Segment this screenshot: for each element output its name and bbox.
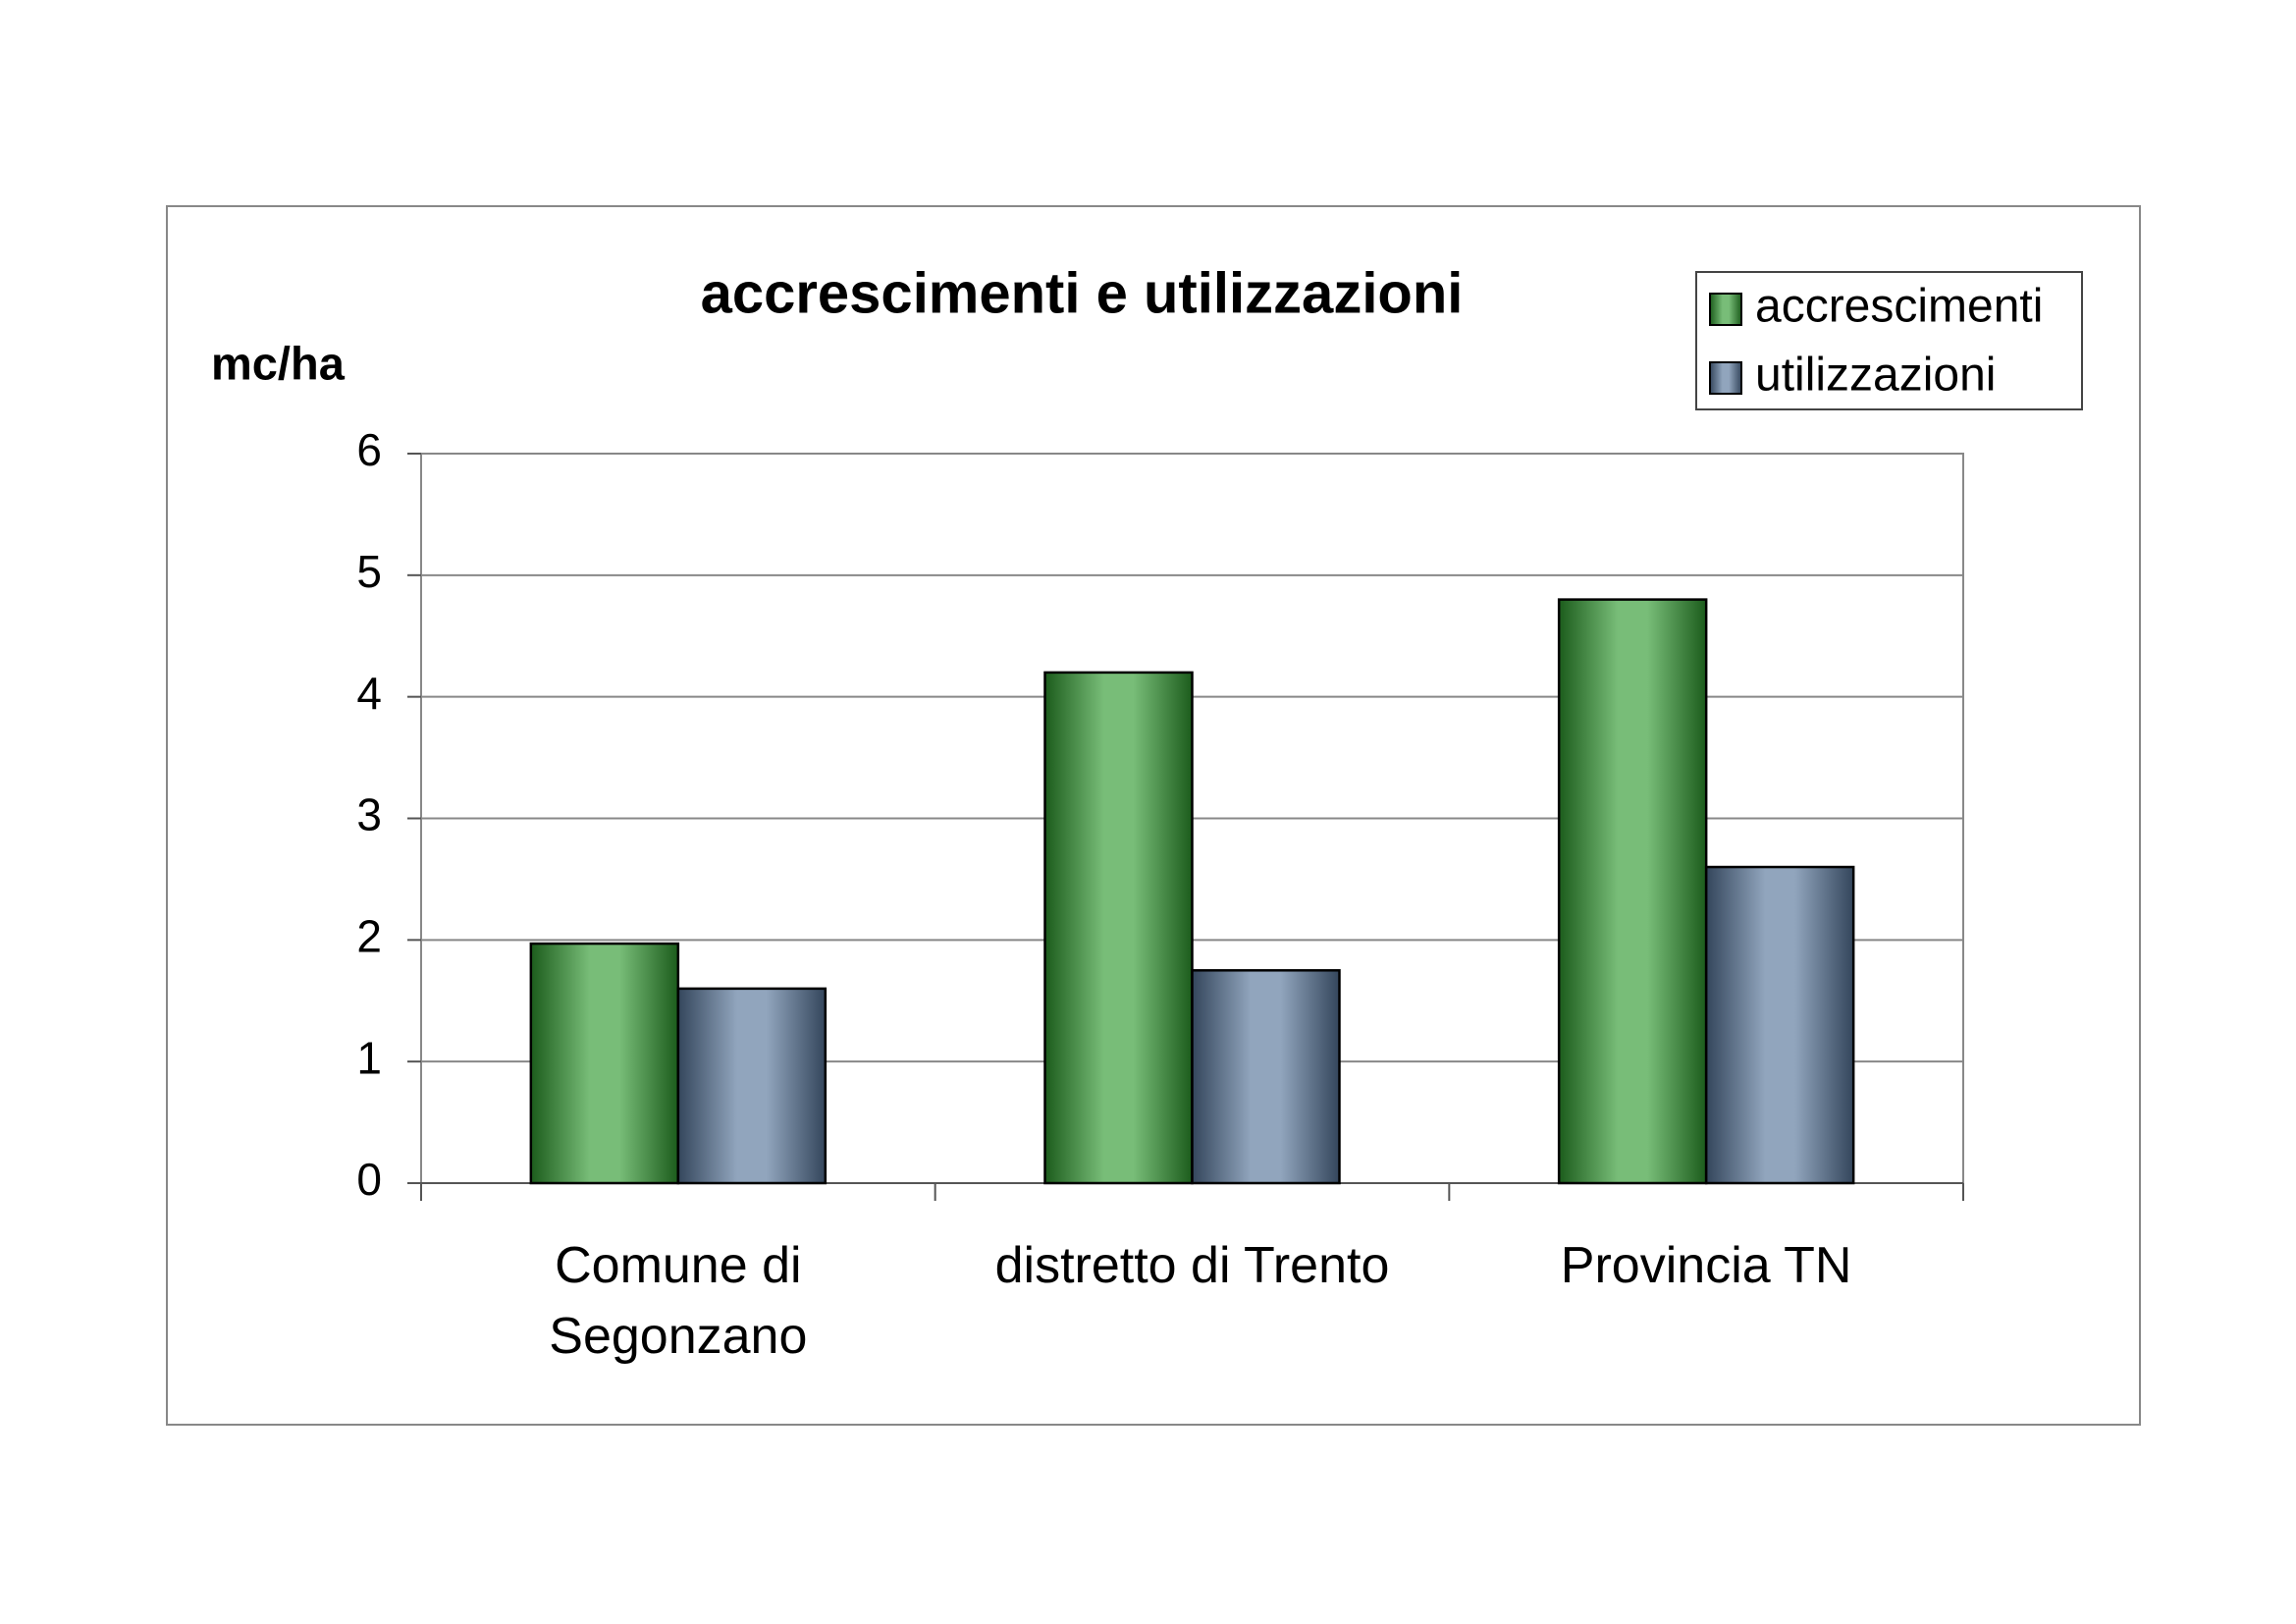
y-tick-label: 0: [356, 1154, 382, 1205]
bar: [1704, 865, 1855, 1185]
y-tick-label: 2: [356, 910, 382, 961]
bar: [1557, 598, 1708, 1185]
legend-swatch: [1709, 293, 1742, 326]
bar: [1191, 969, 1341, 1185]
y-tick-label: 3: [356, 789, 382, 840]
legend-swatch: [1709, 361, 1742, 395]
y-tick-label: 6: [356, 424, 382, 475]
x-tick-label: Comune di Segonzano: [549, 1237, 808, 1365]
x-tick-label: Provincia TN: [1560, 1237, 1852, 1294]
y-tick-label: 1: [356, 1032, 382, 1083]
chart-title: accrescimenti e utilizzazioni: [701, 261, 1464, 325]
legend-label: utilizzazioni: [1755, 350, 1996, 402]
bar: [676, 987, 828, 1185]
y-tick-label: 5: [356, 546, 382, 597]
legend-box: [1695, 271, 2083, 410]
y-axis-label: mc/ha: [211, 337, 346, 389]
bar: [1043, 671, 1194, 1185]
legend-label: accrescimenti: [1755, 281, 2043, 333]
bar: [529, 942, 680, 1185]
x-tick-label: distretto di Trento: [994, 1237, 1390, 1294]
y-tick-label: 4: [356, 668, 382, 719]
